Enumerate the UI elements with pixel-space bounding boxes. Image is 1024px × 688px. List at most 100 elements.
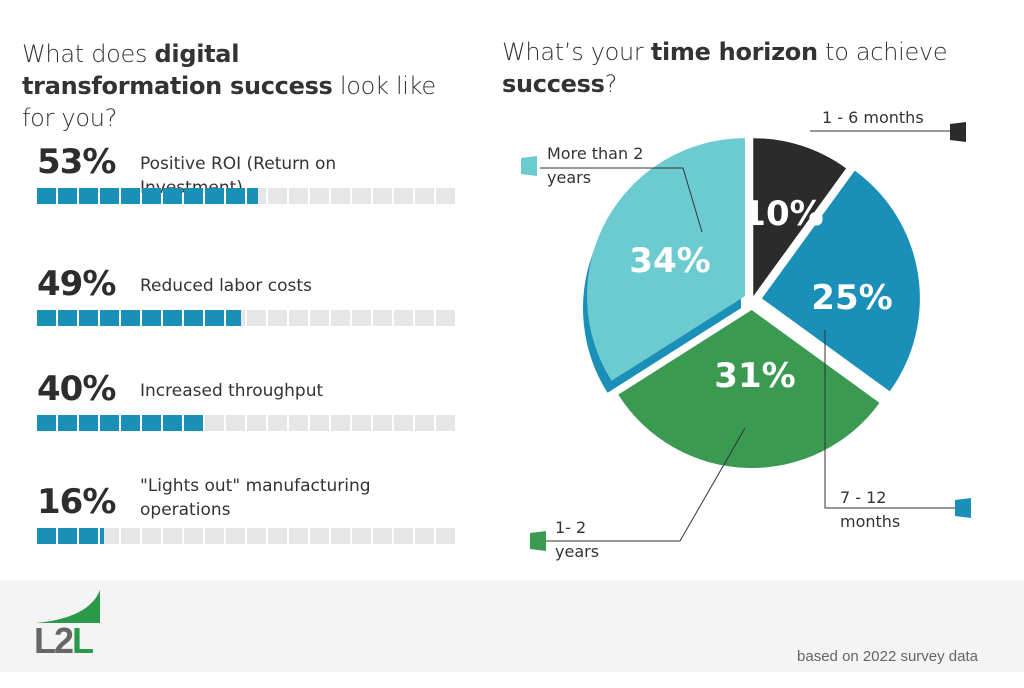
progress-segment	[226, 528, 245, 544]
progress-segment	[247, 528, 266, 544]
progress-bar	[37, 415, 455, 431]
progress-segment	[247, 415, 266, 431]
progress-segment	[58, 188, 77, 204]
marker-7-12-months	[955, 498, 971, 518]
progress-segment	[415, 310, 434, 326]
footer: L2L based on 2022 survey data	[0, 580, 1024, 672]
progress-segment	[331, 310, 350, 326]
stat-item: 49% Reduced labor costs	[37, 262, 457, 342]
progress-segment	[184, 415, 203, 431]
progress-segment	[205, 188, 224, 204]
progress-segment	[79, 415, 98, 431]
progress-segment	[394, 415, 413, 431]
progress-segment	[58, 310, 77, 326]
stat-label: Increased throughput	[140, 381, 324, 401]
marker-more-than-2-years	[521, 156, 537, 176]
progress-segment	[226, 415, 245, 431]
progress-segment	[310, 188, 329, 204]
progress-segment	[184, 310, 203, 326]
slice-7-12-months	[761, 170, 920, 392]
progress-segment	[373, 310, 392, 326]
stat-item: 16% "Lights out" manufacturing operation…	[37, 470, 457, 550]
stat-percent: 49%	[37, 264, 116, 304]
progress-segment	[121, 310, 140, 326]
progress-segment	[436, 528, 455, 544]
progress-segment	[289, 528, 308, 544]
progress-segment	[226, 310, 245, 326]
progress-segment	[373, 415, 392, 431]
left-title: What does digital transformation success…	[22, 40, 436, 132]
progress-bar	[37, 188, 455, 204]
progress-segment	[100, 310, 119, 326]
callout-7-12-months: 7 - 12 months	[840, 488, 901, 531]
progress-segment	[58, 528, 77, 544]
progress-segment	[352, 310, 371, 326]
marker-1-6-months	[950, 122, 966, 142]
progress-segment	[415, 528, 434, 544]
callout-line-1-2-years	[545, 427, 746, 542]
progress-segment	[79, 188, 98, 204]
progress-segment	[373, 188, 392, 204]
callout-more-than-2-years: More than 2 years	[547, 144, 644, 187]
progress-segment	[310, 310, 329, 326]
stat-percent: 53%	[37, 142, 116, 182]
progress-segment	[268, 310, 287, 326]
stat-item: 53% Positive ROI (Return on Investment)	[37, 140, 457, 220]
progress-segment	[163, 528, 182, 544]
progress-segment	[79, 310, 98, 326]
progress-segment	[163, 415, 182, 431]
marker-1-2-years	[530, 531, 546, 551]
progress-segment	[121, 188, 140, 204]
progress-segment	[331, 415, 350, 431]
progress-segment	[100, 528, 119, 544]
progress-segment	[184, 528, 203, 544]
slice-label-7-12-months: 25%	[811, 278, 893, 318]
progress-bar	[37, 528, 455, 544]
progress-bar	[37, 310, 455, 326]
progress-segment	[268, 415, 287, 431]
progress-segment	[205, 310, 224, 326]
progress-segment	[121, 415, 140, 431]
progress-segment	[415, 188, 434, 204]
progress-segment	[289, 415, 308, 431]
stat-label: Reduced labor costs	[140, 276, 312, 296]
progress-segment	[58, 415, 77, 431]
progress-segment	[394, 310, 413, 326]
progress-segment	[100, 415, 119, 431]
progress-segment	[352, 528, 371, 544]
progress-segment	[394, 188, 413, 204]
progress-segment	[142, 188, 161, 204]
progress-segment	[142, 415, 161, 431]
slice-label-1-2-years: 31%	[714, 356, 796, 396]
progress-segment	[436, 188, 455, 204]
progress-segment	[37, 310, 56, 326]
progress-segment	[310, 415, 329, 431]
slice-1-6-months	[753, 138, 847, 297]
progress-segment	[331, 188, 350, 204]
progress-segment	[100, 188, 119, 204]
progress-segment	[37, 188, 56, 204]
slice-more-than-2-years	[586, 138, 745, 381]
progress-segment	[37, 528, 56, 544]
progress-segment	[310, 528, 329, 544]
progress-segment	[163, 310, 182, 326]
slice-1-2-years	[618, 309, 880, 468]
progress-segment	[331, 528, 350, 544]
callout-1-2-years: 1- 2 years	[555, 518, 600, 561]
progress-segment	[226, 188, 245, 204]
callout-line-more-than-2-years	[540, 167, 703, 233]
progress-segment	[247, 188, 266, 204]
slice-label-more-than-2-years: 34%	[629, 241, 711, 281]
progress-segment	[184, 188, 203, 204]
progress-segment	[394, 528, 413, 544]
logo: L2L	[34, 620, 94, 661]
stat-percent: 40%	[37, 369, 116, 409]
progress-segment	[205, 415, 224, 431]
right-title: What’s your time horizon to achieve succ…	[502, 38, 948, 98]
progress-segment	[37, 415, 56, 431]
progress-segment	[205, 528, 224, 544]
stat-label: "Lights out" manufacturing operations	[140, 476, 371, 520]
progress-segment	[373, 528, 392, 544]
slice-label-1-6-months: 10%	[742, 194, 824, 234]
